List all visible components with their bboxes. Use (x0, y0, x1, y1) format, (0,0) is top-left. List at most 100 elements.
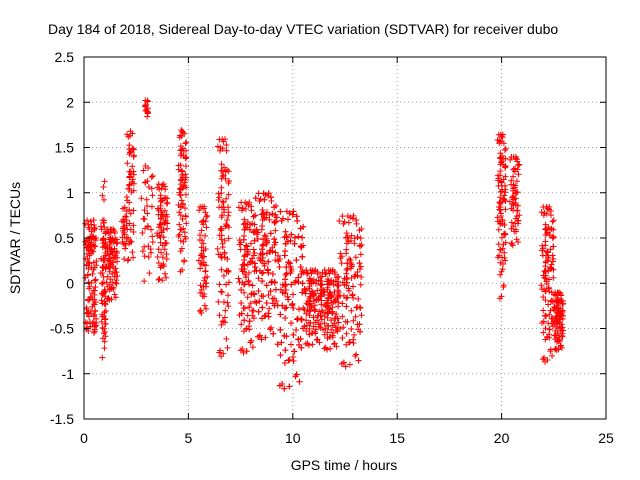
data-point (225, 292, 232, 299)
data-point (277, 326, 284, 333)
data-point (183, 220, 190, 227)
data-point (179, 216, 186, 223)
data-point (282, 281, 289, 288)
data-point (263, 250, 270, 257)
data-point (101, 345, 108, 352)
data-point (254, 236, 261, 243)
data-point (87, 323, 94, 330)
data-point (285, 296, 292, 303)
data-point (218, 353, 225, 360)
data-point (347, 214, 354, 221)
data-point (92, 276, 99, 283)
data-point (177, 248, 184, 255)
data-point (547, 348, 554, 355)
data-point (269, 278, 276, 285)
data-point (283, 208, 290, 215)
data-point (252, 264, 259, 271)
data-point (256, 298, 263, 305)
data-point (223, 147, 230, 154)
data-point (314, 336, 321, 343)
data-point (342, 363, 349, 370)
data-point (320, 286, 327, 293)
data-point (515, 162, 522, 169)
data-point (85, 259, 92, 266)
data-point (508, 205, 515, 212)
data-point (252, 212, 259, 219)
data-point (128, 180, 135, 187)
data-point (349, 292, 356, 299)
data-point (245, 323, 252, 330)
data-point (326, 306, 333, 313)
data-point (494, 254, 501, 261)
data-point (545, 206, 552, 213)
data-point (163, 211, 170, 218)
data-point (89, 248, 96, 255)
data-point (290, 208, 297, 215)
data-point (218, 214, 225, 221)
data-point (345, 219, 352, 226)
data-point (326, 270, 333, 277)
data-point (144, 98, 151, 105)
data-point (177, 147, 184, 154)
data-point (252, 195, 259, 202)
data-point (270, 330, 277, 337)
data-point (314, 287, 321, 294)
data-point (241, 289, 248, 296)
data-point (160, 234, 167, 241)
data-point (91, 328, 98, 335)
data-point (91, 287, 98, 294)
data-point (339, 300, 346, 307)
data-point (104, 248, 111, 255)
data-point (203, 224, 210, 231)
data-point (502, 155, 509, 162)
data-point (245, 201, 252, 208)
data-point (350, 283, 357, 290)
data-point (180, 183, 187, 190)
data-point (126, 174, 133, 181)
data-point (197, 307, 204, 314)
data-point (99, 264, 106, 271)
data-point (313, 336, 320, 343)
data-point (162, 219, 169, 226)
data-point (542, 275, 549, 282)
data-point (125, 256, 132, 263)
data-point (181, 257, 188, 264)
data-point (349, 215, 356, 222)
data-point (99, 335, 106, 342)
data-point (83, 306, 90, 313)
data-point (328, 317, 335, 324)
data-point (85, 296, 92, 303)
data-point (343, 230, 350, 237)
x-tick-label: 15 (389, 430, 405, 446)
data-point (288, 231, 295, 238)
data-point (355, 357, 362, 364)
data-point (246, 304, 253, 311)
data-point (281, 360, 288, 367)
data-point (272, 218, 279, 225)
data-point (106, 297, 113, 304)
data-point (298, 315, 305, 322)
data-point (351, 273, 358, 280)
data-point (299, 280, 306, 287)
data-point (549, 252, 556, 259)
data-point (259, 251, 266, 258)
data-point (296, 341, 303, 348)
data-point (99, 313, 106, 320)
data-point (101, 309, 108, 316)
data-point (290, 291, 297, 298)
data-points (82, 97, 567, 392)
data-point (162, 194, 169, 201)
data-point (285, 216, 292, 223)
data-point (498, 293, 505, 300)
data-point (272, 286, 279, 293)
data-point (540, 307, 547, 314)
data-point (101, 178, 108, 185)
data-point (176, 189, 183, 196)
data-point (357, 243, 364, 250)
data-point (149, 238, 156, 245)
data-point (216, 281, 223, 288)
y-tick-label: 0.5 (55, 230, 75, 246)
data-point (181, 229, 188, 236)
data-point (291, 279, 298, 286)
data-point (308, 304, 315, 311)
